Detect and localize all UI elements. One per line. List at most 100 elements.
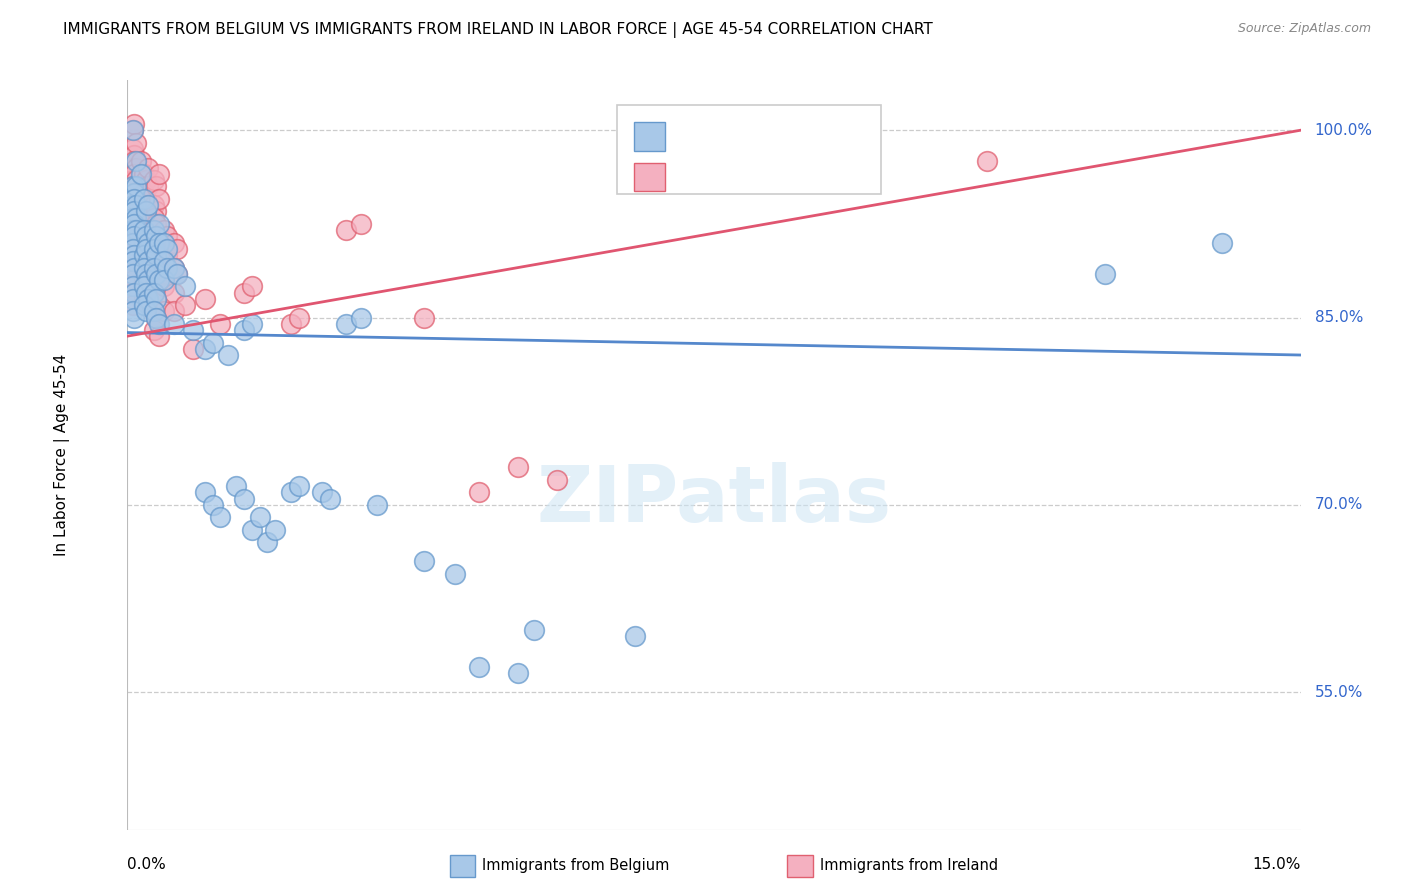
- Point: [132, 235, 155, 250]
- Point: [132, 204, 155, 219]
- Point: [148, 273, 170, 287]
- Point: [124, 217, 146, 231]
- Point: [121, 260, 143, 275]
- Point: [145, 292, 167, 306]
- Point: [124, 154, 146, 169]
- Point: [156, 248, 179, 262]
- Point: [209, 510, 232, 524]
- Point: [121, 211, 143, 225]
- Point: [350, 217, 373, 231]
- Point: [153, 279, 176, 293]
- Point: [153, 267, 176, 281]
- Point: [145, 179, 167, 194]
- Point: [135, 304, 157, 318]
- Point: [124, 179, 146, 194]
- Point: [125, 186, 148, 200]
- Point: [162, 317, 184, 331]
- Point: [142, 248, 165, 262]
- Point: [209, 317, 232, 331]
- Point: [145, 248, 167, 262]
- Point: [125, 211, 148, 225]
- Point: [145, 217, 167, 231]
- Point: [142, 323, 165, 337]
- Point: [156, 242, 179, 256]
- Point: [976, 154, 998, 169]
- Point: [121, 285, 143, 300]
- Point: [201, 335, 224, 350]
- Point: [142, 173, 165, 187]
- Point: [287, 479, 309, 493]
- Point: [249, 510, 271, 524]
- Point: [148, 192, 170, 206]
- Point: [138, 161, 160, 175]
- Text: 0.340: 0.340: [702, 169, 758, 185]
- Point: [467, 485, 489, 500]
- Point: [132, 186, 155, 200]
- Point: [142, 267, 165, 281]
- Point: [145, 204, 167, 219]
- Point: [522, 623, 544, 637]
- Point: [121, 142, 143, 156]
- Point: [124, 148, 146, 162]
- Point: [162, 260, 184, 275]
- Text: 85.0%: 85.0%: [1315, 310, 1362, 325]
- Point: [121, 235, 143, 250]
- Point: [138, 292, 160, 306]
- Point: [124, 285, 146, 300]
- Point: [142, 260, 165, 275]
- Text: R =: R =: [673, 169, 709, 185]
- Point: [142, 223, 165, 237]
- Point: [162, 235, 184, 250]
- Point: [153, 223, 176, 237]
- Point: [125, 173, 148, 187]
- Point: [132, 192, 155, 206]
- Point: [142, 229, 165, 244]
- Point: [135, 285, 157, 300]
- Point: [124, 260, 146, 275]
- Point: [121, 123, 143, 137]
- Point: [125, 136, 148, 150]
- Point: [129, 154, 152, 169]
- Point: [145, 235, 167, 250]
- Point: [132, 167, 155, 181]
- Point: [506, 666, 529, 681]
- Point: [135, 173, 157, 187]
- Point: [366, 498, 388, 512]
- Text: N = 62: N = 62: [768, 129, 828, 145]
- Point: [444, 566, 467, 581]
- Point: [124, 254, 146, 268]
- Point: [225, 479, 247, 493]
- Point: [145, 273, 167, 287]
- Point: [124, 204, 146, 219]
- Point: [506, 460, 529, 475]
- Point: [121, 248, 143, 262]
- Text: N = 77: N = 77: [768, 169, 828, 185]
- Point: [264, 523, 287, 537]
- Point: [181, 342, 204, 356]
- Point: [124, 117, 146, 131]
- Point: [232, 285, 256, 300]
- Point: [162, 285, 184, 300]
- Point: [135, 229, 157, 244]
- Point: [142, 285, 165, 300]
- Point: [124, 248, 146, 262]
- Point: [142, 242, 165, 256]
- Point: [145, 229, 167, 244]
- Point: [121, 123, 143, 137]
- Point: [624, 629, 647, 643]
- Point: [132, 292, 155, 306]
- Point: [121, 211, 143, 225]
- Point: [135, 192, 157, 206]
- Point: [121, 223, 143, 237]
- Point: [124, 242, 146, 256]
- Point: [132, 273, 155, 287]
- Point: [121, 198, 143, 212]
- Point: [124, 192, 146, 206]
- Point: [124, 229, 146, 244]
- Point: [121, 279, 143, 293]
- Point: [124, 192, 146, 206]
- Point: [132, 260, 155, 275]
- Point: [232, 323, 256, 337]
- Point: [121, 186, 143, 200]
- Point: [135, 267, 157, 281]
